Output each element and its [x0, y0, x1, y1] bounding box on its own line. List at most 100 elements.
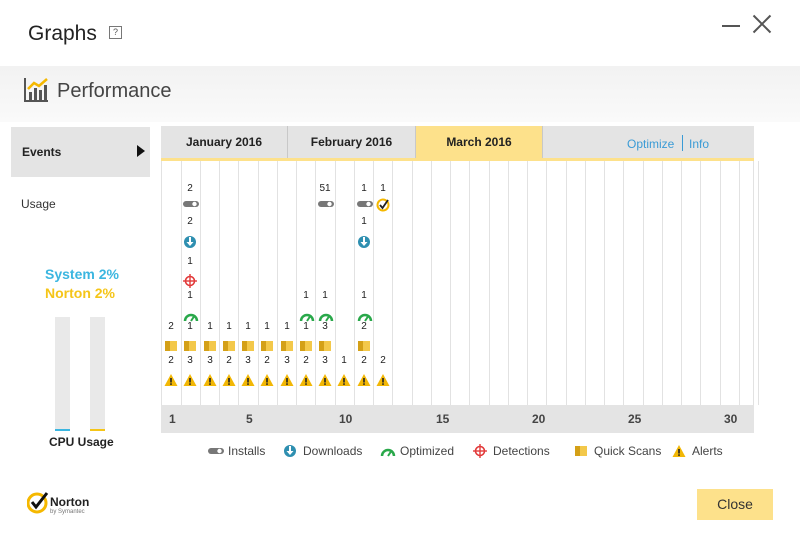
quickscans-icon[interactable] [260, 339, 274, 353]
event-count: 1 [361, 216, 367, 227]
grid-line [681, 161, 682, 405]
event-count: 3 [207, 355, 213, 366]
alerts-icon[interactable] [299, 373, 313, 387]
close-icon[interactable] [752, 14, 772, 34]
alerts-icon[interactable] [280, 373, 294, 387]
link-divider [682, 135, 683, 151]
downloads-icon[interactable] [357, 235, 371, 249]
installs-icon[interactable] [357, 197, 373, 211]
event-count: 1 [361, 290, 367, 301]
system-cpu-label: System 2% [45, 266, 119, 282]
minimize-icon[interactable] [720, 14, 742, 36]
grid-line [489, 161, 490, 405]
alerts-icon[interactable] [357, 373, 371, 387]
optimize-link[interactable]: Optimize [627, 137, 675, 151]
installs-icon[interactable] [183, 197, 199, 211]
axis-tick-label: 25 [628, 412, 642, 426]
sidebar-item-label: Events [22, 145, 62, 159]
grid-line [469, 161, 470, 405]
event-count: 1 [303, 290, 309, 301]
grid-line [219, 161, 220, 405]
event-count: 1 [207, 321, 213, 332]
event-count: 3 [322, 355, 328, 366]
sidebar-item-events[interactable]: Events [11, 127, 150, 177]
tab-january-2016[interactable]: January 2016 [161, 126, 288, 158]
grid-line [450, 161, 451, 405]
window-title: Graphs [28, 22, 97, 45]
month-tabs: January 2016 February 2016 March 2016 [161, 126, 754, 158]
sidebar-item-usage[interactable]: Usage [21, 197, 56, 211]
event-count: 1 [303, 321, 309, 332]
quickscans-icon[interactable] [299, 339, 313, 353]
optimized-icon[interactable] [299, 309, 315, 323]
event-count: 1 [341, 355, 347, 366]
alerts-icon[interactable] [203, 373, 217, 387]
grid-line [700, 161, 701, 405]
event-count: 2 [303, 355, 309, 366]
event-count: 1 [322, 290, 328, 301]
grid-line [200, 161, 201, 405]
alerts-icon[interactable] [318, 373, 332, 387]
brand-subtitle: by Symantec [50, 509, 85, 515]
quickscans-icon[interactable] [280, 339, 294, 353]
optimized-icon[interactable] [318, 309, 334, 323]
event-count: 2 [380, 355, 386, 366]
event-count: 3 [322, 321, 328, 332]
detections-icon[interactable] [183, 274, 197, 288]
close-button[interactable]: Close [697, 489, 773, 520]
grid-line [431, 161, 432, 405]
quickscans-icon[interactable] [241, 339, 255, 353]
event-count: 1 [187, 256, 193, 267]
alerts-icon[interactable] [337, 373, 351, 387]
event-count: 1 [226, 321, 232, 332]
axis-tick-label: 1 [169, 412, 176, 426]
grid-line [335, 161, 336, 405]
event-count: 1 [187, 290, 193, 301]
event-count: 2 [187, 183, 193, 194]
event-count: 2 [226, 355, 232, 366]
grid-line [604, 161, 605, 405]
event-count: 3 [187, 355, 193, 366]
grid-line [412, 161, 413, 405]
event-count: 2 [361, 321, 367, 332]
grid-line [258, 161, 259, 405]
alerts-icon[interactable] [164, 373, 178, 387]
quickscans-icon[interactable] [357, 339, 371, 353]
tab-underline [161, 158, 754, 161]
brand-name: Norton [50, 495, 90, 509]
grid-line [238, 161, 239, 405]
alerts-icon[interactable] [183, 373, 197, 387]
norton-cpu-bar [90, 317, 105, 431]
alerts-icon[interactable] [376, 373, 390, 387]
page-title: Performance [57, 80, 172, 102]
events-chart [161, 161, 754, 405]
downloads-icon[interactable] [183, 235, 197, 249]
quickscans-icon[interactable] [203, 339, 217, 353]
alerts-icon[interactable] [260, 373, 274, 387]
grid-line [643, 161, 644, 405]
event-count: 1 [361, 183, 367, 194]
alerts-icon[interactable] [241, 373, 255, 387]
tab-february-2016[interactable]: February 2016 [288, 126, 416, 158]
help-icon[interactable]: ? [109, 26, 122, 39]
axis-tick-label: 15 [436, 412, 450, 426]
optimized-icon[interactable] [357, 309, 373, 323]
tab-march-2016[interactable]: March 2016 [416, 126, 543, 158]
quickscans-icon[interactable] [318, 339, 332, 353]
grid-line [623, 161, 624, 405]
installs-icon[interactable] [318, 197, 334, 211]
info-link[interactable]: Info [689, 137, 710, 151]
quickscans-icon[interactable] [164, 339, 178, 353]
day-axis [161, 405, 754, 433]
event-count: 3 [245, 355, 251, 366]
checked-icon[interactable] [376, 198, 390, 212]
event-count: 1 [284, 321, 290, 332]
grid-line [566, 161, 567, 405]
axis-tick-label: 20 [532, 412, 546, 426]
event-count: 2 [168, 355, 174, 366]
quickscans-icon[interactable] [222, 339, 236, 353]
alerts-icon[interactable] [222, 373, 236, 387]
quickscans-icon[interactable] [183, 339, 197, 353]
optimized-icon[interactable] [183, 309, 199, 323]
grid-line [758, 161, 759, 405]
